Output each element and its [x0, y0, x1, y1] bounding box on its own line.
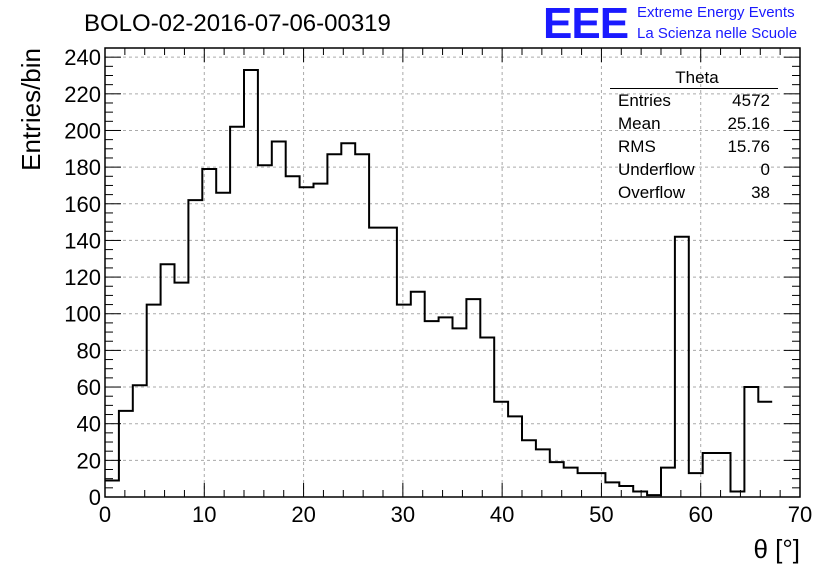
stats-label: Entries	[618, 91, 671, 110]
stats-rows: Entries 4572 Mean 25.16 RMS 15.76 Underflow 0 Ov…	[610, 89, 778, 204]
stats-box: Theta Entries 4572 Mean 25.16 RMS 15.76 Underf…	[610, 68, 778, 204]
x-tick-label: 40	[490, 502, 514, 527]
stats-row: RMS 15.76	[610, 135, 778, 158]
logo-line-2: La Scienza nelle Scuole	[637, 25, 798, 42]
stats-value: 38	[751, 183, 770, 202]
y-tick-label: 220	[64, 82, 101, 107]
y-tick-label: 20	[77, 448, 101, 473]
x-axis-label: θ [°]	[753, 534, 800, 564]
stats-value: 15.76	[727, 137, 770, 156]
y-tick-label: 200	[64, 118, 101, 143]
stats-row: Mean 25.16	[610, 112, 778, 135]
x-tick-label: 50	[589, 502, 613, 527]
y-tick-label: 160	[64, 192, 101, 217]
stats-label: Overflow	[618, 183, 686, 202]
x-tick-label: 20	[291, 502, 315, 527]
y-tick-label: 80	[77, 338, 101, 363]
y-tick-label: 140	[64, 228, 101, 253]
grid-lines	[105, 48, 800, 497]
y-axis-label: Entries/bin	[16, 48, 46, 171]
y-tick-label: 40	[77, 412, 101, 437]
histogram-series-line	[105, 68, 773, 497]
y-tick-label: 100	[64, 302, 101, 327]
tick-labels: 0 20 40 60 80 100 120 140 160 180 200 220 240 0 10 20 30…	[64, 45, 812, 527]
y-tick-label: 240	[64, 45, 101, 70]
stats-label: RMS	[618, 137, 656, 156]
stats-row: Overflow 38	[610, 181, 778, 204]
stats-title: Theta	[610, 68, 778, 89]
y-tick-label: 180	[64, 155, 101, 180]
stats-row: Underflow 0	[610, 158, 778, 181]
stats-row: Entries 4572	[610, 89, 778, 112]
stats-value: 0	[760, 160, 770, 179]
x-tick-label: 0	[99, 502, 111, 527]
eee-logo: EEE	[543, 0, 629, 48]
y-tick-label: 0	[89, 485, 101, 510]
plot-frame	[104, 47, 801, 498]
stats-label: Mean	[618, 114, 661, 133]
x-tick-label: 30	[391, 502, 415, 527]
chart-title: BOLO-02-2016-07-06-00319	[84, 10, 391, 37]
x-tick-label: 60	[688, 502, 712, 527]
logo-line-1: Extreme Energy Events	[637, 4, 795, 21]
x-tick-label: 70	[788, 502, 812, 527]
y-tick-label: 60	[77, 375, 101, 400]
y-tick-label: 120	[64, 265, 101, 290]
stats-value: 4572	[732, 91, 770, 110]
axis-ticks	[104, 47, 801, 498]
stats-value: 25.16	[727, 114, 770, 133]
x-tick-label: 10	[192, 502, 216, 527]
stats-label: Underflow	[618, 160, 695, 179]
